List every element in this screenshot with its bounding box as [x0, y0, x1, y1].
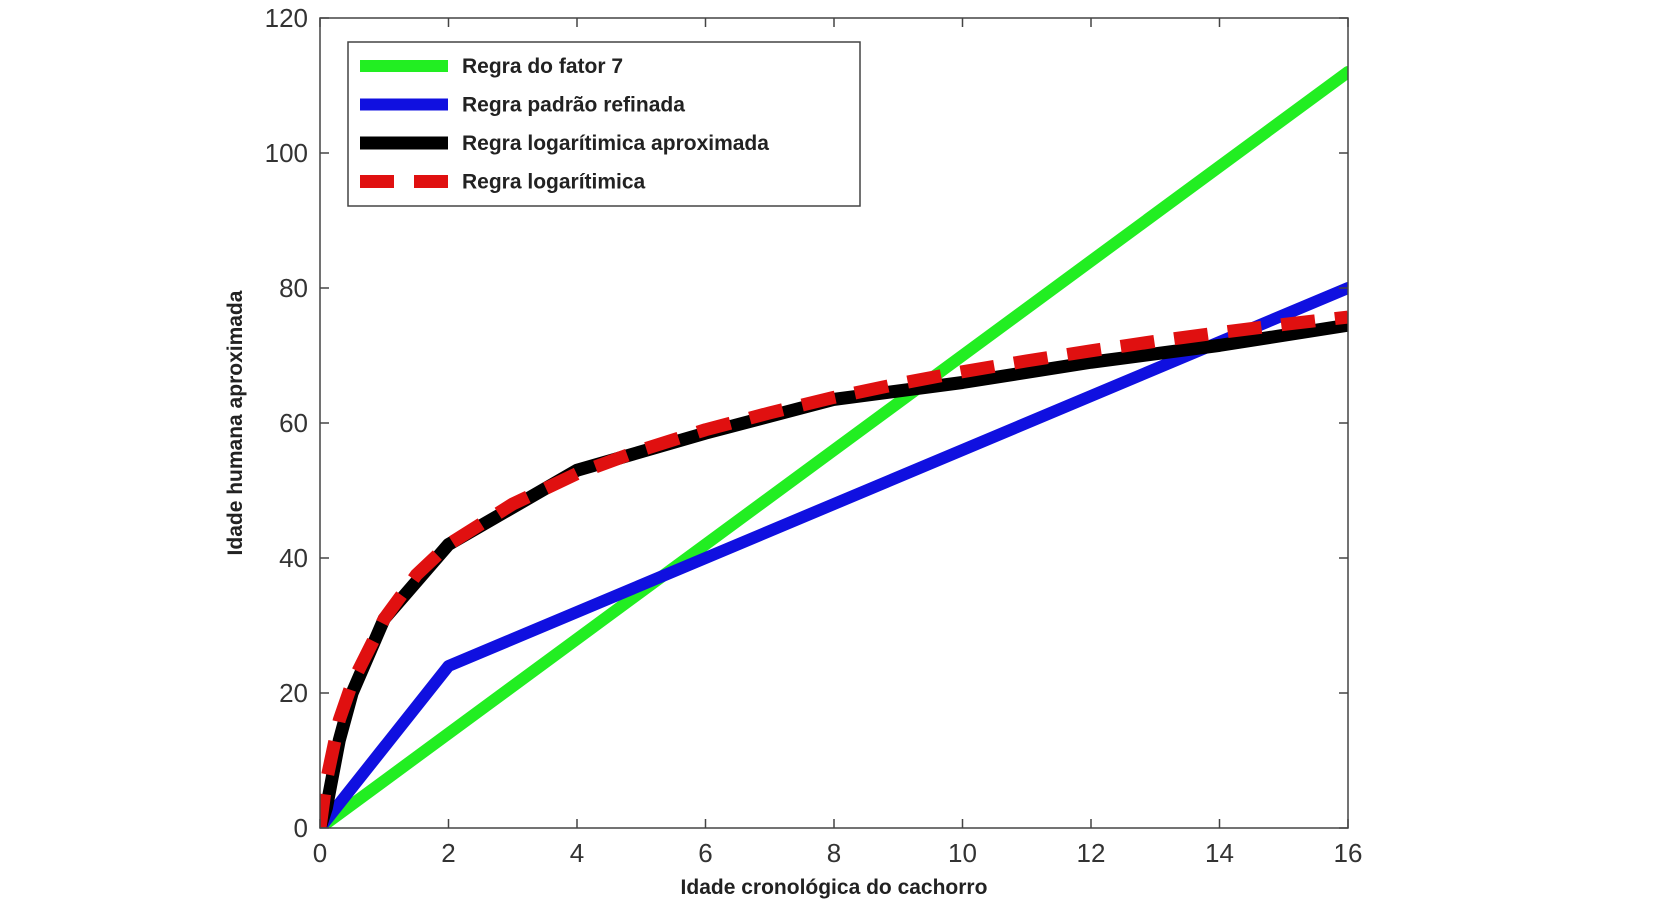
y-tick-label: 80: [279, 273, 308, 303]
y-tick-label: 120: [265, 3, 308, 33]
x-tick-label: 2: [441, 838, 455, 868]
legend-label-1: Regra do fator 7: [462, 55, 623, 78]
y-tick-label: 60: [279, 408, 308, 438]
series-line-4: [320, 310, 1348, 828]
y-axis-label: Idade humana aproximada: [224, 290, 247, 555]
series-line-2: [320, 282, 1348, 828]
series-line-3: [320, 318, 1348, 828]
y-tick-label: 20: [279, 678, 308, 708]
x-tick-label: 4: [570, 838, 584, 868]
ticks-layer: 0 2 4 6 8 10 12 14 16 0 20 40 60 80 100 120: [265, 3, 1363, 868]
series-layer: [320, 66, 1348, 828]
x-tick-label: 6: [698, 838, 712, 868]
legend-label-2: Regra padrão refinada: [462, 94, 685, 117]
y-tick-label: 40: [279, 543, 308, 573]
y-tick-label: 100: [265, 138, 308, 168]
legend-label-4: Regra logarítimica: [462, 171, 646, 194]
x-tick-label: 16: [1334, 838, 1363, 868]
x-tick-label: 8: [827, 838, 841, 868]
legend: Regra do fator 7 Regra padrão refinada Reg…: [347, 41, 861, 207]
x-tick-label: 10: [948, 838, 977, 868]
x-tick-label: 0: [313, 838, 327, 868]
y-tick-label: 0: [294, 813, 308, 843]
x-axis-label: Idade cronológica do cachorro: [681, 876, 988, 899]
series-line-1: [320, 66, 1348, 828]
legend-label-3: Regra logarítimica aproximada: [462, 132, 769, 155]
x-tick-label: 14: [1205, 838, 1234, 868]
x-tick-label: 12: [1077, 838, 1106, 868]
